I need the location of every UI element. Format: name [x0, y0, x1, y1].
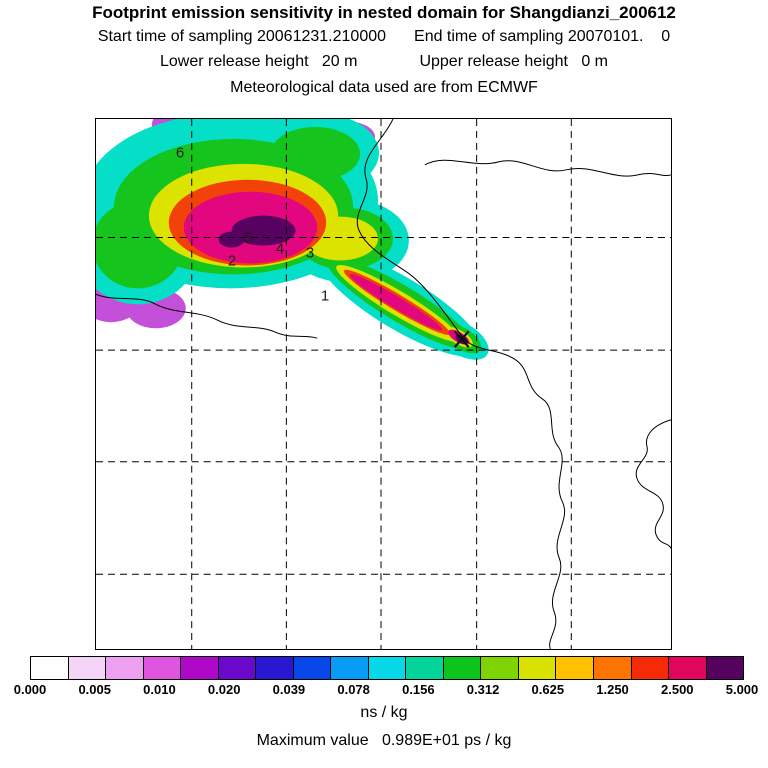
- trajectory-label-2: 2: [227, 252, 237, 270]
- colorbar-segment: [293, 657, 332, 679]
- colorbar-segment: [181, 657, 219, 679]
- trajectory-label-5: 5: [243, 229, 253, 247]
- colorbar-tick-label: 0.078: [337, 682, 370, 697]
- colorbar-tick-label: 2.500: [660, 682, 694, 697]
- trajectory-label-3: 3: [305, 244, 315, 262]
- colorbar-segment: [443, 657, 482, 679]
- met-source-row: Meteorological data used are from ECMWF: [0, 79, 768, 97]
- map-canvas: [96, 119, 671, 649]
- colorbar-segment: [218, 657, 257, 679]
- start-time-text: Start time of sampling 20061231.210000: [97, 28, 387, 45]
- coastline: [96, 119, 671, 649]
- colorbar-tick-label: 0.005: [78, 682, 111, 697]
- colorbar-tick-label: 0.010: [143, 682, 176, 697]
- colorbar-tick-label: 0.020: [207, 682, 241, 697]
- colorbar-tick-label: 0.156: [402, 682, 435, 697]
- figure-title: Footprint emission sensitivity in nested…: [92, 3, 676, 22]
- colorbar-segment: [593, 657, 632, 679]
- colorbar-tick-label: 0.312: [466, 682, 500, 697]
- grid-lines: [96, 119, 671, 649]
- lower-release-text: Lower release height 20 m: [160, 53, 358, 70]
- colorbar: [30, 656, 744, 680]
- plume: [96, 119, 489, 360]
- colorbar-segment: [669, 657, 707, 679]
- colorbar-tick-label: 0.039: [272, 682, 306, 697]
- colorbar-segment: [631, 657, 670, 679]
- trajectory-label-4: 4: [275, 240, 285, 258]
- colorbar-segment: [481, 657, 519, 679]
- sampling-time-row: Start time of sampling 20061231.210000 E…: [0, 28, 768, 46]
- colorbar-tick-label: 0.625: [531, 682, 565, 697]
- end-time-text: End time of sampling 20070101. 0: [414, 28, 671, 45]
- met-source-text: Meteorological data used are from ECMWF: [230, 79, 538, 96]
- colorbar-segment: [31, 657, 69, 679]
- colorbar-segment: [143, 657, 182, 679]
- trajectory-label-6: 6: [175, 144, 185, 162]
- release-height-row: Lower release height 20 m Upper release …: [0, 53, 768, 71]
- map-plot: 6 5 4 3 2 1: [95, 118, 672, 650]
- colorbar-segment: [556, 657, 594, 679]
- colorbar-tick-label: 5.000: [725, 682, 759, 697]
- colorbar-segment: [706, 657, 744, 679]
- colorbar-tick-label: 1.250: [596, 682, 629, 697]
- colorbar-segment: [368, 657, 407, 679]
- trajectory-label-1: 1: [320, 287, 330, 305]
- colorbar-segment: [256, 657, 294, 679]
- colorbar-tick-label: 0.000: [13, 682, 47, 697]
- colorbar-ticks: 0.000 0.005 0.010 0.020 0.039 0.078 0.156 0.312…: [0, 682, 768, 698]
- max-value-text: Maximum value 0.989E+01 ps / kg: [256, 732, 512, 749]
- upper-release-text: Upper release height 0 m: [419, 53, 608, 70]
- colorbar-segment: [518, 657, 557, 679]
- colorbar-segment: [406, 657, 444, 679]
- station-marker-x: [453, 330, 470, 348]
- colorbar-segment: [68, 657, 107, 679]
- colorbar-unit: ns / kg: [360, 704, 408, 721]
- colorbar-segment: [106, 657, 144, 679]
- colorbar-segment: [331, 657, 369, 679]
- map-markers: 6 5 4 3 2 1: [96, 119, 671, 649]
